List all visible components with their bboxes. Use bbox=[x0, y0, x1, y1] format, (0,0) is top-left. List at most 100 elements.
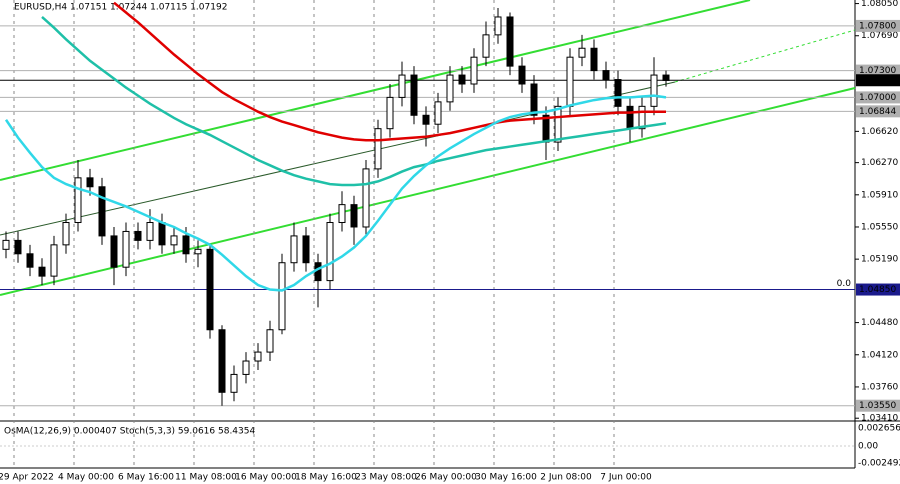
candle-body bbox=[362, 168, 370, 228]
candle-body bbox=[566, 56, 574, 107]
y-tick-label: 1.03410 bbox=[861, 414, 898, 424]
candle-body bbox=[518, 65, 526, 85]
level-box bbox=[856, 283, 900, 296]
candle-body bbox=[326, 222, 334, 282]
candle-body bbox=[266, 329, 274, 353]
level-label: 1.04850 bbox=[859, 285, 896, 295]
candle-body bbox=[530, 83, 538, 116]
candle-body bbox=[134, 230, 142, 241]
candle-body bbox=[650, 74, 658, 107]
candle-body bbox=[602, 70, 610, 81]
y-tick-label: 1.05190 bbox=[861, 255, 898, 265]
x-tick-label: 2 Jun 08:00 bbox=[540, 473, 592, 483]
level-box bbox=[856, 64, 900, 77]
x-tick-label: 4 May 00:00 bbox=[58, 473, 114, 483]
level-label: 1.07000 bbox=[859, 93, 896, 103]
x-tick-label: 6 May 16:00 bbox=[118, 473, 174, 483]
candle-body bbox=[638, 105, 646, 130]
candle-body bbox=[290, 235, 298, 264]
y-tick-label: 1.07690 bbox=[861, 31, 898, 41]
candle-body bbox=[338, 204, 346, 224]
candle-body bbox=[398, 74, 406, 98]
candle-body bbox=[122, 230, 130, 268]
candle-body bbox=[422, 114, 430, 125]
candle-body bbox=[350, 204, 358, 228]
level-box bbox=[856, 399, 900, 412]
candle-body bbox=[410, 74, 418, 116]
level-box bbox=[856, 74, 900, 87]
indicator-axis-label: 0.0026566 bbox=[858, 424, 900, 434]
indicator-axis-label: 0.00 bbox=[858, 442, 878, 452]
channel-extension bbox=[674, 29, 856, 83]
candle-body bbox=[26, 253, 34, 268]
candle-body bbox=[98, 186, 106, 237]
candle-body bbox=[206, 248, 214, 331]
candle-body bbox=[218, 329, 226, 393]
candle-body bbox=[470, 56, 478, 85]
level-label: 1.07300 bbox=[859, 66, 896, 76]
candle-body bbox=[614, 79, 622, 107]
y-tick-label: 1.06620 bbox=[861, 127, 898, 137]
candle-body bbox=[590, 47, 598, 72]
x-tick-label: 18 May 16:00 bbox=[295, 473, 357, 483]
x-tick-label: 23 May 08:00 bbox=[355, 473, 417, 483]
candle-body bbox=[254, 351, 262, 362]
candle-body bbox=[38, 266, 46, 277]
channel-upper bbox=[0, 0, 751, 181]
candle-body bbox=[50, 244, 58, 277]
moving-average bbox=[41, 16, 667, 187]
candle-body bbox=[194, 248, 202, 255]
candle-body bbox=[374, 128, 382, 170]
candle-body bbox=[386, 96, 394, 130]
level-label: 1.07800 bbox=[859, 21, 896, 31]
candle-body bbox=[170, 235, 178, 246]
candle-body bbox=[662, 74, 670, 81]
x-tick-label: 30 May 16:00 bbox=[475, 473, 537, 483]
candle-body bbox=[578, 47, 586, 58]
candle-body bbox=[242, 360, 250, 375]
y-tick-label: 1.05910 bbox=[861, 190, 898, 200]
y-tick-label: 1.04120 bbox=[861, 350, 898, 360]
candle-body bbox=[230, 373, 238, 393]
y-tick-label: 1.08050 bbox=[861, 0, 898, 9]
y-tick-label: 1.03760 bbox=[861, 382, 898, 392]
candle-body bbox=[506, 16, 514, 67]
y-tick-label: 1.04480 bbox=[861, 318, 898, 328]
level-label: 1.07192 bbox=[859, 76, 896, 86]
y-tick-label: 1.06270 bbox=[861, 158, 898, 168]
candle-body bbox=[554, 105, 562, 143]
candle-body bbox=[482, 34, 490, 58]
candle-body bbox=[74, 177, 82, 224]
level-box bbox=[856, 91, 900, 104]
candle-body bbox=[434, 101, 442, 125]
candle-body bbox=[14, 239, 22, 255]
y-tick-label: 1.05550 bbox=[861, 222, 898, 232]
candle-body bbox=[626, 105, 634, 130]
x-tick-label: 26 May 00:00 bbox=[415, 473, 477, 483]
candle-body bbox=[158, 222, 166, 246]
level-tag: 0.0 bbox=[837, 279, 852, 289]
candle-body bbox=[86, 177, 94, 188]
level-label: 1.06844 bbox=[859, 107, 896, 117]
moving-average bbox=[113, 1, 666, 142]
x-tick-label: 7 Jun 00:00 bbox=[600, 473, 652, 483]
candle-body bbox=[110, 235, 118, 268]
candle-body bbox=[182, 235, 190, 255]
indicator-label: OsMA(12,26,9) 0.000407 Stoch(5,3,3) 59.0… bbox=[4, 427, 255, 437]
candle-body bbox=[446, 74, 454, 103]
level-box bbox=[856, 19, 900, 32]
candle-body bbox=[146, 222, 154, 241]
moving-average bbox=[4, 94, 667, 292]
indicator-axis-label: -0.002492 bbox=[858, 459, 900, 469]
channel-lower bbox=[0, 87, 856, 296]
candle-body bbox=[2, 239, 10, 250]
x-tick-label: 16 May 00:00 bbox=[235, 473, 297, 483]
candle-body bbox=[62, 222, 70, 246]
candle-body bbox=[302, 235, 310, 264]
x-tick-label: 29 Apr 2022 bbox=[0, 473, 54, 483]
candle-body bbox=[494, 16, 502, 36]
level-label: 1.03550 bbox=[859, 401, 896, 411]
candle-body bbox=[458, 74, 466, 85]
x-tick-label: 11 May 08:00 bbox=[175, 473, 237, 483]
